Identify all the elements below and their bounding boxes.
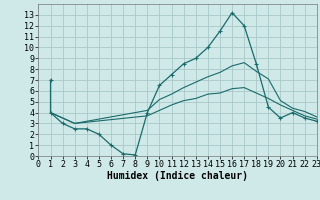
- X-axis label: Humidex (Indice chaleur): Humidex (Indice chaleur): [107, 171, 248, 181]
